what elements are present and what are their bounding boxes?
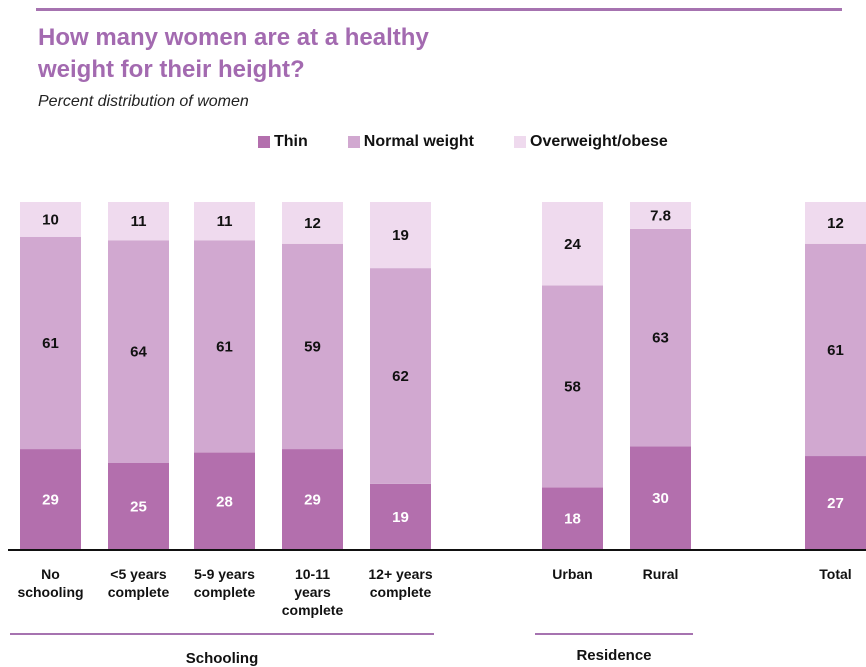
bar-overweight-obese-12-years-complete bbox=[370, 202, 431, 269]
data-label-normal-weight-rural: 63 bbox=[652, 330, 669, 347]
data-label-normal-weight-5-9-years-complete: 61 bbox=[216, 338, 233, 355]
data-label-normal-weight-no-schooling: 61 bbox=[42, 335, 59, 352]
top-rule bbox=[36, 8, 842, 11]
data-label-thin-5-years-complete: 25 bbox=[130, 499, 147, 516]
bar-thin-total bbox=[805, 456, 866, 550]
bar-normal-weight-urban bbox=[542, 285, 603, 488]
data-label-normal-weight-5-years-complete: 64 bbox=[130, 344, 147, 361]
bar-overweight-obese-no-schooling bbox=[20, 202, 81, 237]
bar-overweight-obese-urban bbox=[542, 202, 603, 286]
legend-swatch-normal-weight bbox=[347, 136, 360, 148]
tick-label-total: Total bbox=[819, 566, 851, 582]
legend-swatch-overweight-obese bbox=[514, 136, 526, 148]
data-label-overweight-obese-total: 12 bbox=[827, 215, 844, 232]
tick-label-rural: Rural bbox=[643, 566, 679, 582]
bar-normal-weight-5-9-years-complete bbox=[194, 240, 255, 453]
bar-normal-weight-10-11-years-complete bbox=[282, 243, 343, 450]
schooling-group-rule bbox=[10, 633, 434, 635]
data-label-overweight-obese-10-11-years-complete: 12 bbox=[304, 215, 321, 232]
data-label-overweight-obese-12-years-complete: 19 bbox=[392, 227, 409, 244]
bar-normal-weight-no-schooling bbox=[20, 236, 81, 450]
legend: Thin Normal weight Overweight/obese bbox=[258, 132, 668, 152]
tick-label-no-schooling: No schooling bbox=[17, 566, 83, 600]
data-label-thin-rural: 30 bbox=[652, 490, 669, 507]
data-label-overweight-obese-urban: 24 bbox=[564, 236, 581, 253]
tick-label-10-11-years-complete: 10-11 years complete bbox=[282, 566, 344, 618]
data-label-thin-urban: 18 bbox=[564, 511, 581, 528]
bar-overweight-obese-5-years-complete bbox=[108, 202, 169, 241]
data-label-thin-total: 27 bbox=[827, 495, 844, 512]
bar-overweight-obese-total bbox=[805, 202, 866, 244]
legend-label-normal-weight: Normal weight bbox=[363, 133, 474, 150]
bar-overweight-obese-10-11-years-complete bbox=[282, 202, 343, 244]
bar-thin-urban bbox=[542, 487, 603, 550]
data-label-normal-weight-urban: 58 bbox=[564, 378, 581, 395]
bar-thin-12-years-complete bbox=[370, 483, 431, 550]
bar-thin-5-9-years-complete bbox=[194, 452, 255, 550]
bar-overweight-obese-5-9-years-complete bbox=[194, 202, 255, 241]
tick-label-5-9-years-complete: 5-9 years complete bbox=[194, 566, 256, 600]
residence-group-rule bbox=[535, 633, 693, 635]
data-label-normal-weight-total: 61 bbox=[827, 342, 844, 359]
tick-label-urban: Urban bbox=[552, 566, 592, 582]
tick-label-5-years-complete: <5 years complete bbox=[108, 566, 170, 600]
residence-group-label: Residence bbox=[576, 647, 652, 664]
bar-thin-rural bbox=[630, 446, 691, 550]
bar-thin-10-11-years-complete bbox=[282, 449, 343, 550]
data-label-overweight-obese-5-years-complete: 11 bbox=[131, 213, 147, 230]
legend-label-thin: Thin bbox=[274, 133, 308, 150]
legend-item-thin: Thin bbox=[258, 133, 308, 151]
chart-subtitle: Percent distribution of women bbox=[38, 93, 249, 110]
legend-item-normal-weight: Normal weight bbox=[347, 133, 474, 151]
data-label-overweight-obese-rural: 7.8 bbox=[650, 207, 671, 224]
bar-thin-5-years-complete bbox=[108, 463, 169, 550]
legend-label-overweight-obese: Overweight/obese bbox=[530, 133, 668, 150]
bar-overweight-obese-rural bbox=[630, 202, 691, 229]
data-label-thin-5-9-years-complete: 28 bbox=[216, 493, 233, 510]
bar-thin-no-schooling bbox=[20, 449, 81, 550]
bar-normal-weight-12-years-complete bbox=[370, 268, 431, 484]
schooling-group-label: Schooling bbox=[185, 650, 259, 667]
legend-item-overweight-obese: Overweight/obese bbox=[514, 133, 668, 151]
data-label-normal-weight-12-years-complete: 62 bbox=[392, 368, 409, 385]
data-label-overweight-obese-5-9-years-complete: 11 bbox=[217, 213, 233, 230]
data-label-normal-weight-10-11-years-complete: 59 bbox=[304, 338, 321, 355]
data-label-thin-no-schooling: 29 bbox=[42, 492, 59, 509]
bar-normal-weight-rural bbox=[630, 228, 691, 447]
legend-swatch-thin bbox=[258, 136, 270, 148]
data-label-overweight-obese-no-schooling: 10 bbox=[42, 211, 59, 228]
bar-normal-weight-5-years-complete bbox=[108, 240, 169, 463]
tick-label-12-years-complete: 12+ years complete bbox=[368, 566, 432, 600]
chart-title: How many women are at a healthy weight fo… bbox=[38, 24, 429, 83]
data-label-thin-10-11-years-complete: 29 bbox=[304, 492, 321, 509]
bar-normal-weight-total bbox=[805, 243, 866, 457]
data-label-thin-12-years-complete: 19 bbox=[392, 509, 409, 526]
